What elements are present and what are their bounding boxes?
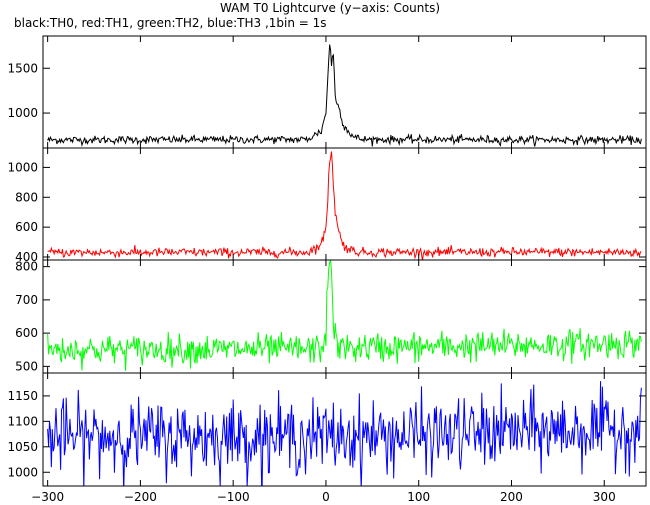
y-tick-label: 1050 [7,440,38,454]
x-axis: −300 −200 −100 0 100 200 300 [31,490,616,504]
panel-th1: 400 600 800 1000 [7,147,647,264]
series-th0 [47,44,642,147]
y-tick-label: 1150 [7,389,38,403]
x-tick-label: 300 [593,490,616,504]
series-th3 [47,381,642,486]
x-tick-label: −200 [124,490,157,504]
y-tick-label: 1000 [7,160,38,174]
y-tick-label: 700 [15,293,38,307]
y-tick-label: 1000 [7,106,38,120]
panel-frame [42,259,647,374]
y-tick-label: 400 [15,250,38,264]
y-tick-label: 1000 [7,465,38,479]
x-tick-label: 100 [407,490,430,504]
y-tick-label: 800 [15,190,38,204]
panel-th0: 1000 1500 [7,35,647,149]
y-tick-label: 800 [15,260,38,274]
series-th2 [47,260,642,371]
chart-subtitle: black:TH0, red:TH1, green:TH2, blue:TH3 … [14,16,327,30]
panel-frame [42,147,647,261]
x-tick-label: 0 [322,490,330,504]
panel-frame [42,35,647,149]
x-tick-label: 200 [500,490,523,504]
y-tick-label: 500 [15,359,38,373]
x-tick-label: −100 [217,490,250,504]
x-tick-label: −300 [31,490,64,504]
y-tick-label: 1500 [7,61,38,75]
series-th1 [47,151,642,260]
panel-th3: 1000 1050 1100 1150 [7,372,647,487]
panel-th2: 500 600 700 800 [15,259,647,374]
panel-frame [42,372,647,487]
y-tick-label: 600 [15,220,38,234]
y-tick-label: 1100 [7,414,38,428]
chart-title: WAM T0 Lightcurve (y−axis: Counts) [220,1,440,15]
y-tick-label: 600 [15,326,38,340]
